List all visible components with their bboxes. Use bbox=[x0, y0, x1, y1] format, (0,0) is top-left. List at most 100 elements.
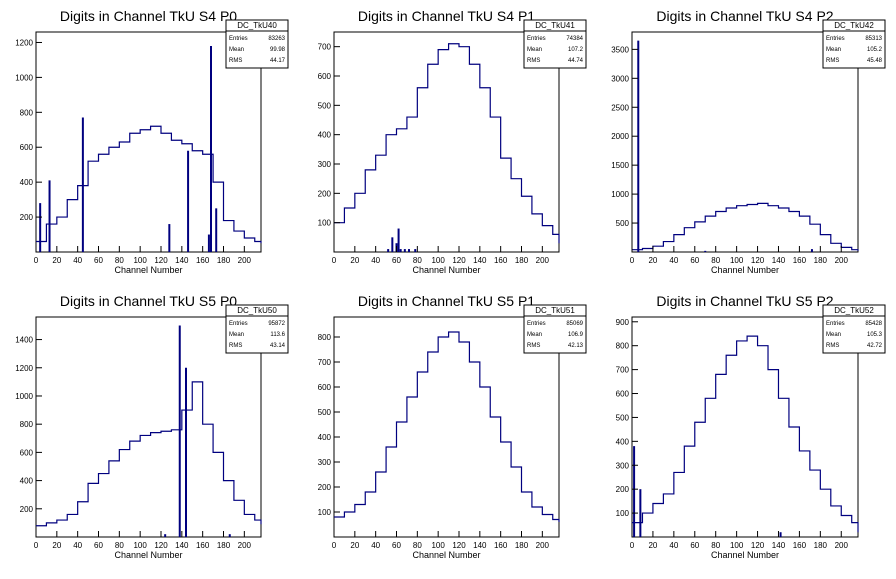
stats-value: 106.9 bbox=[568, 332, 584, 338]
x-tick-label: 80 bbox=[413, 256, 422, 265]
x-tick-label: 100 bbox=[730, 541, 744, 550]
x-tick-label: 200 bbox=[835, 256, 849, 265]
y-tick-label: 100 bbox=[318, 219, 332, 228]
x-tick-label: 120 bbox=[452, 256, 466, 265]
x-tick-label: 120 bbox=[452, 541, 466, 550]
chart-title: Digits in Channel TkU S5 P2 bbox=[656, 293, 833, 309]
y-tick-label: 1000 bbox=[611, 190, 629, 199]
x-tick-label: 60 bbox=[94, 256, 103, 265]
stats-label: Mean bbox=[527, 47, 542, 53]
stats-box-frame bbox=[822, 304, 886, 354]
stats-label: Entries bbox=[826, 321, 845, 327]
x-tick-label: 20 bbox=[52, 541, 61, 550]
y-tick-label: 900 bbox=[616, 318, 630, 327]
x-tick-label: 100 bbox=[431, 541, 445, 550]
plot-frame bbox=[333, 31, 560, 253]
stats-value: 44.74 bbox=[568, 58, 584, 64]
stats-label: RMS bbox=[229, 343, 242, 349]
x-tick-label: 200 bbox=[238, 256, 252, 265]
y-tick-label: 300 bbox=[318, 160, 332, 169]
x-tick-label: 160 bbox=[793, 256, 807, 265]
x-tick-label: 20 bbox=[648, 541, 657, 550]
y-tick-label: 600 bbox=[616, 390, 630, 399]
histogram-line bbox=[632, 335, 859, 533]
y-tick-label: 100 bbox=[616, 509, 630, 518]
y-tick-label: 1400 bbox=[15, 336, 33, 345]
x-axis-label: Channel Number bbox=[114, 265, 182, 275]
stats-value: 85069 bbox=[566, 321, 583, 327]
stats-name: DC_TkU51 bbox=[535, 306, 575, 315]
stats-value: 74384 bbox=[566, 36, 583, 42]
x-tick-label: 200 bbox=[536, 541, 550, 550]
y-tick-label: 600 bbox=[20, 448, 34, 457]
stats-label: RMS bbox=[826, 343, 839, 349]
chart-title: Digits in Channel TkU S4 P0 bbox=[60, 8, 237, 24]
x-tick-label: 100 bbox=[730, 256, 744, 265]
histogram-line bbox=[334, 331, 560, 522]
stats-box-frame bbox=[523, 19, 587, 69]
y-tick-label: 800 bbox=[20, 420, 34, 429]
histogram-panel-5: Digits in Channel TkU S5 P1 0 20 40 60 80 100 1… bbox=[318, 293, 587, 560]
x-tick-label: 60 bbox=[690, 256, 699, 265]
stats-box: DC_TkU51 Entries 85069 Mean 106.9 RMS 42.13 bbox=[523, 304, 587, 354]
y-tick-label: 1200 bbox=[15, 364, 33, 373]
y-tick-label: 2500 bbox=[611, 103, 629, 112]
y-tick-label: 100 bbox=[318, 508, 332, 517]
y-tick-label: 800 bbox=[20, 108, 34, 117]
x-tick-label: 180 bbox=[515, 541, 529, 550]
y-tick-label: 500 bbox=[616, 413, 630, 422]
x-tick-label: 120 bbox=[751, 256, 765, 265]
x-tick-label: 180 bbox=[814, 541, 828, 550]
plot-frame bbox=[631, 316, 859, 538]
stats-name: DC_TkU50 bbox=[237, 306, 277, 315]
x-tick-label: 180 bbox=[814, 256, 828, 265]
stats-value: 99.98 bbox=[270, 47, 286, 53]
stats-label: Mean bbox=[826, 47, 841, 53]
y-tick-label: 3000 bbox=[611, 74, 629, 83]
x-tick-label: 180 bbox=[515, 256, 529, 265]
stats-label: Mean bbox=[527, 332, 542, 338]
y-tick-label: 800 bbox=[616, 342, 630, 351]
chart-title: Digits in Channel TkU S4 P2 bbox=[656, 8, 833, 24]
plot-frame bbox=[333, 316, 560, 538]
stats-value: 85428 bbox=[865, 321, 882, 327]
stats-value: 85313 bbox=[865, 36, 882, 42]
x-axis-label: Channel Number bbox=[412, 265, 480, 275]
x-tick-label: 80 bbox=[711, 256, 720, 265]
stats-name: DC_TkU52 bbox=[834, 306, 874, 315]
x-tick-label: 0 bbox=[332, 541, 337, 550]
chart-title: Digits in Channel TkU S4 P1 bbox=[358, 8, 535, 24]
y-tick-label: 1000 bbox=[15, 392, 33, 401]
x-axis-label: Channel Number bbox=[711, 265, 779, 275]
x-tick-label: 160 bbox=[196, 541, 210, 550]
histogram-panel-3: Digits in Channel TkU S4 P2 0 20 40 60 80 100 1… bbox=[611, 8, 886, 275]
stats-label: Entries bbox=[527, 36, 546, 42]
plot-frame bbox=[631, 31, 859, 253]
stats-label: Entries bbox=[826, 36, 845, 42]
x-tick-label: 60 bbox=[94, 541, 103, 550]
x-tick-label: 80 bbox=[413, 541, 422, 550]
x-tick-label: 20 bbox=[52, 256, 61, 265]
y-tick-label: 300 bbox=[318, 458, 332, 467]
stats-value: 105.3 bbox=[867, 332, 883, 338]
x-tick-label: 40 bbox=[371, 256, 380, 265]
stats-name: DC_TkU41 bbox=[535, 21, 575, 30]
stats-box-frame bbox=[523, 304, 587, 354]
stats-label: Entries bbox=[527, 321, 546, 327]
histogram-line bbox=[632, 202, 859, 251]
histogram-panel-2: Digits in Channel TkU S4 P1 0 20 40 60 80 100 1… bbox=[318, 8, 587, 275]
x-tick-label: 140 bbox=[175, 256, 189, 265]
stats-label: Mean bbox=[229, 332, 244, 338]
x-tick-label: 160 bbox=[196, 256, 210, 265]
histogram-panel-1: Digits in Channel TkU S4 P0 0 20 40 60 80 100 1… bbox=[15, 8, 289, 275]
x-tick-label: 180 bbox=[217, 256, 231, 265]
x-tick-label: 80 bbox=[115, 256, 124, 265]
x-tick-label: 180 bbox=[217, 541, 231, 550]
stats-box: DC_TkU52 Entries 85428 Mean 105.3 RMS 42.72 bbox=[822, 304, 886, 354]
y-tick-label: 200 bbox=[318, 189, 332, 198]
y-tick-label: 800 bbox=[318, 333, 332, 342]
stats-name: DC_TkU40 bbox=[237, 21, 277, 30]
y-tick-label: 700 bbox=[616, 366, 630, 375]
stats-label: Entries bbox=[229, 321, 248, 327]
